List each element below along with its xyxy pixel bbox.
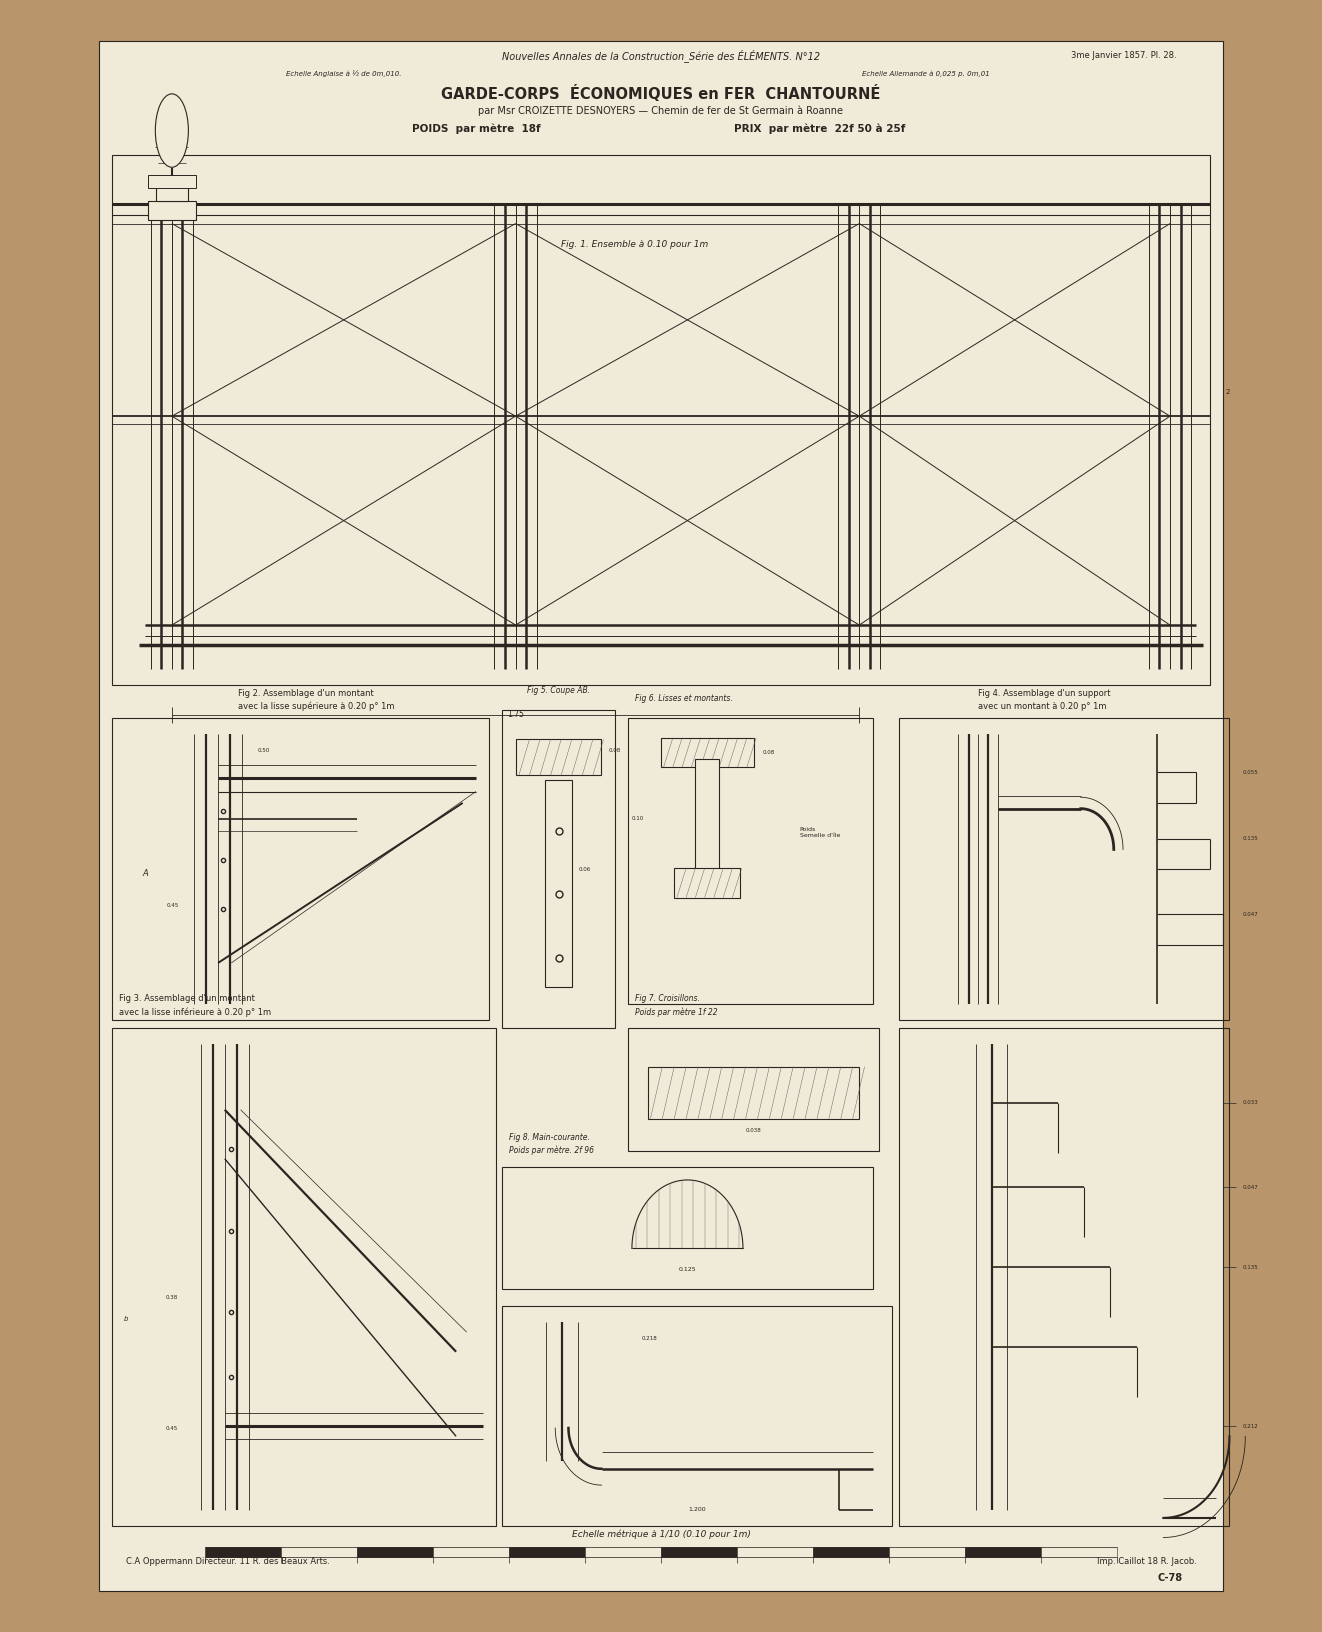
Text: Imp. Caillot 18 R. Jacob.: Imp. Caillot 18 R. Jacob. [1096,1557,1196,1567]
Bar [890,1547,965,1557]
Bar [112,155,1210,685]
Bar [628,1028,879,1151]
Bar [899,1028,1229,1526]
Text: 0.10: 0.10 [632,816,644,821]
Bar [99,41,1223,1591]
Bar [502,1167,873,1289]
Text: Fig. 1. Ensemble à 0.10 pour 1m: Fig. 1. Ensemble à 0.10 pour 1m [561,240,709,250]
Text: 0.45: 0.45 [167,902,178,909]
Text: avec un montant à 0.20 p° 1m: avec un montant à 0.20 p° 1m [978,702,1107,712]
Bar [156,176,188,201]
Text: Fig 7. Croisillons.: Fig 7. Croisillons. [635,994,699,1004]
Bar [584,1547,661,1557]
Text: b: b [123,1315,128,1322]
Text: 0.135: 0.135 [1243,1265,1259,1270]
Bar [112,718,489,1020]
Text: 1.200: 1.200 [689,1506,706,1513]
Bar [112,1028,496,1526]
Text: 3me Janvier 1857. Pl. 28.: 3me Janvier 1857. Pl. 28. [1071,51,1177,60]
Text: Poids par mètre. 2f 96: Poids par mètre. 2f 96 [509,1146,594,1155]
Text: Echelle Allemande à 0,025 p. 0m,01: Echelle Allemande à 0,025 p. 0m,01 [862,70,989,77]
Text: Echelle Anglaise à ½ de 0m,010.: Echelle Anglaise à ½ de 0m,010. [286,70,402,77]
Bar [502,1306,892,1526]
Text: Fig 2. Assemblage d'un montant: Fig 2. Assemblage d'un montant [238,689,374,698]
Bar [813,1547,888,1557]
Text: 0.38: 0.38 [165,1294,178,1301]
Text: Echelle métrique à 1/10 (0.10 pour 1m): Echelle métrique à 1/10 (0.10 pour 1m) [571,1529,751,1539]
Bar [965,1547,1042,1557]
Text: 0.08: 0.08 [608,747,621,754]
Bar [148,201,196,220]
Text: par Msr CROIZETTE DESNOYERS — Chemin de fer de St Germain à Roanne: par Msr CROIZETTE DESNOYERS — Chemin de … [479,106,843,116]
Text: 0.08: 0.08 [763,749,775,756]
Bar [738,1547,813,1557]
Bar [357,1547,434,1557]
Text: POIDS  par mètre  18f: POIDS par mètre 18f [411,124,541,134]
Text: 0.50: 0.50 [258,747,270,754]
Text: 0.06: 0.06 [579,867,591,871]
Bar [205,1547,282,1557]
Text: GARDE-CORPS  ÉCONOMIQUES en FER  CHANTOURNÉ: GARDE-CORPS ÉCONOMIQUES en FER CHANTOURN… [442,85,880,101]
Text: 0.218: 0.218 [641,1337,657,1342]
Bar [695,759,719,873]
Text: 1.75: 1.75 [508,710,524,720]
Bar [545,780,571,987]
Text: Fig 5. Coupe AB.: Fig 5. Coupe AB. [527,685,590,695]
Ellipse shape [156,93,189,168]
Text: 0.047: 0.047 [1243,912,1259,917]
Text: Nouvelles Annales de la Construction_Série des ÉLÉMENTS. N°12: Nouvelles Annales de la Construction_Sér… [502,49,820,62]
Text: Fig 3. Assemblage d'un montant: Fig 3. Assemblage d'un montant [119,994,255,1004]
Bar [516,739,600,775]
Text: 0.125: 0.125 [678,1266,697,1273]
Bar [674,868,740,898]
Text: Poids
Semelle d'île: Poids Semelle d'île [800,827,841,837]
Text: 0.055: 0.055 [1243,770,1259,775]
Text: C.A Oppermann Directeur. 11 R. des Beaux Arts.: C.A Oppermann Directeur. 11 R. des Beaux… [126,1557,329,1567]
Bar [502,710,615,1028]
Text: Fig 4. Assemblage d'un support: Fig 4. Assemblage d'un support [978,689,1110,698]
Text: 0.135: 0.135 [1243,836,1259,842]
Bar [661,1547,738,1557]
Bar [509,1547,584,1557]
Text: A: A [143,868,148,878]
Text: 2: 2 [1225,388,1229,395]
Text: Poids par mètre 1f 22: Poids par mètre 1f 22 [635,1007,717,1017]
Text: PRIX  par mètre  22f 50 à 25f: PRIX par mètre 22f 50 à 25f [734,124,906,134]
Bar [148,175,196,188]
Text: 0.047: 0.047 [1243,1185,1259,1190]
Bar [282,1547,357,1557]
Text: 0.033: 0.033 [1243,1100,1259,1105]
Bar [628,718,873,1004]
Text: C-78: C-78 [1157,1573,1183,1583]
Text: 0.212: 0.212 [1243,1423,1259,1430]
Bar [1042,1547,1117,1557]
Bar [648,1067,859,1120]
Bar [899,718,1229,1020]
Text: 0.038: 0.038 [746,1128,761,1134]
Text: avec la lisse supérieure à 0.20 p° 1m: avec la lisse supérieure à 0.20 p° 1m [238,702,394,712]
Bar [434,1547,509,1557]
Text: Fig 6. Lisses et montants.: Fig 6. Lisses et montants. [635,694,732,703]
Text: avec la lisse inférieure à 0.20 p° 1m: avec la lisse inférieure à 0.20 p° 1m [119,1007,271,1017]
Text: Fig 8. Main-courante.: Fig 8. Main-courante. [509,1133,590,1142]
Bar [661,738,754,767]
Text: 0.45: 0.45 [165,1425,178,1431]
